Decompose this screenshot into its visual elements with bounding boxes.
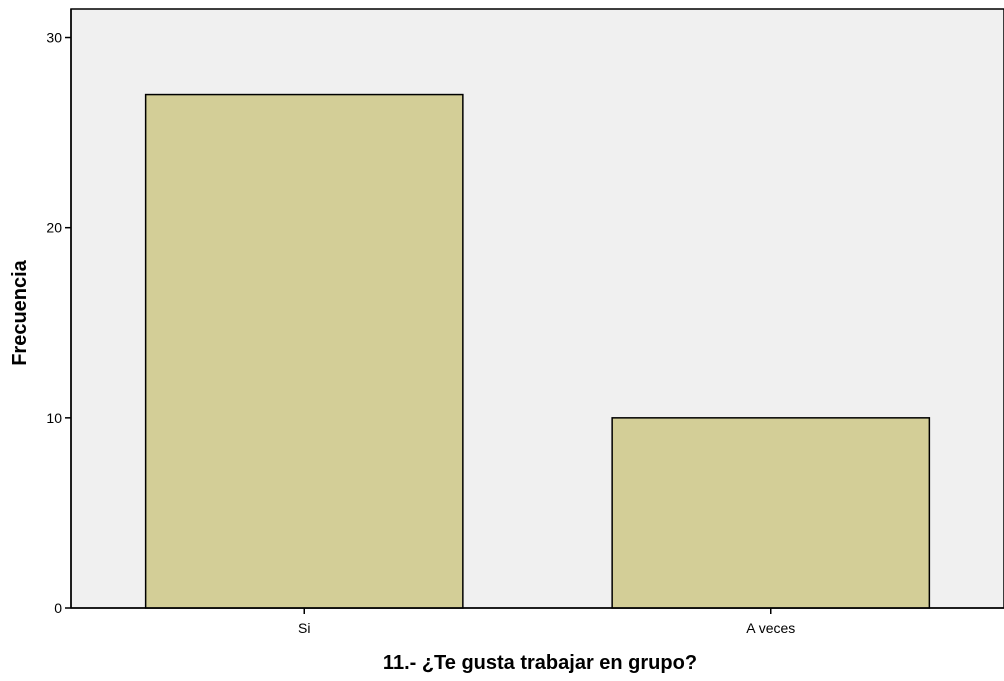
y-axis-ticks: 0 10 20 30 [46,30,71,616]
bar-0 [144,93,464,609]
x-axis-ticks: Si A veces [298,608,795,636]
y-tick-label: 30 [46,30,62,46]
y-tick-label: 10 [46,410,62,426]
y-tick-label: 0 [54,600,62,616]
x-axis-title: 11.- ¿Te gusta trabajar en grupo? [383,652,697,674]
y-tick-label: 20 [46,220,62,236]
x-tick-label: A veces [746,620,795,636]
x-tick-label: Si [298,620,310,636]
y-axis-title: Frecuencia [9,259,31,365]
bar-1 [611,417,931,609]
